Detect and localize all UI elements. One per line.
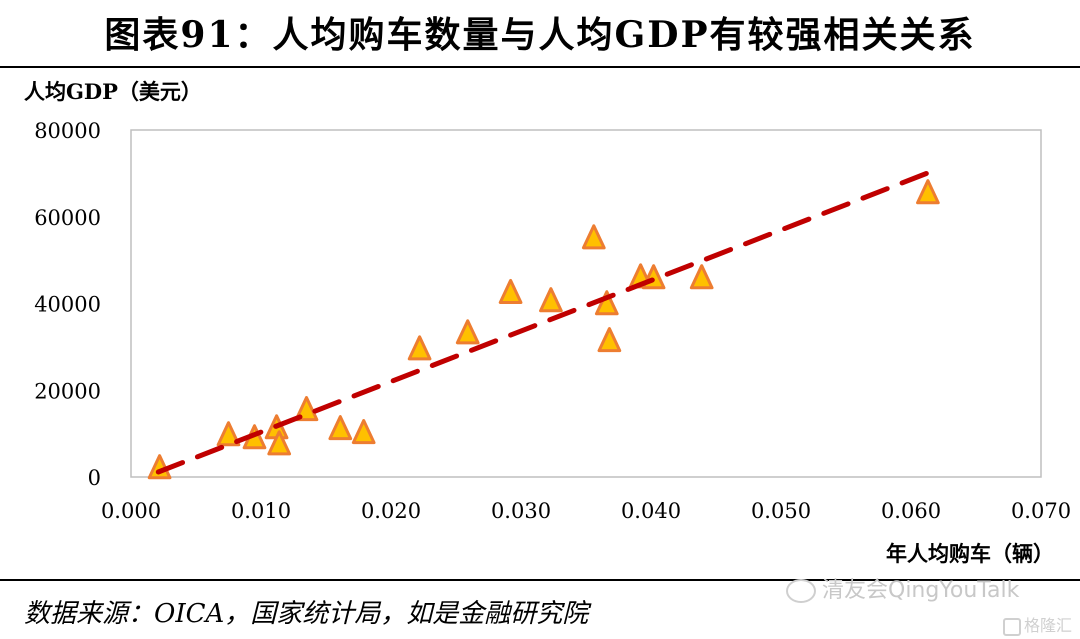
data-point-triangle xyxy=(351,419,376,445)
y-axis-ticks: 0 20000 40000 60000 80000 xyxy=(34,119,101,490)
data-point-triangle xyxy=(267,430,292,456)
data-point-triangle xyxy=(455,319,480,345)
data-point-triangle xyxy=(498,278,523,304)
data-point-triangle xyxy=(916,179,940,205)
x-tick-label: 0.070 xyxy=(1011,499,1071,523)
x-axis-ticks: 0.000 0.010 0.020 0.030 0.040 0.050 0.060 0.070 xyxy=(101,499,1071,523)
x-tick-label: 0.030 xyxy=(491,499,551,523)
x-tick-label: 0.050 xyxy=(751,499,811,523)
x-tick-label: 0.060 xyxy=(881,499,941,523)
data-point-triangle xyxy=(597,327,622,353)
x-tick-label: 0.000 xyxy=(101,499,161,523)
y-tick-label: 40000 xyxy=(34,293,101,317)
data-point-triangle xyxy=(216,421,241,447)
source-divider xyxy=(0,579,1080,581)
y-axis-label: 人均GDP（美元） xyxy=(24,79,202,104)
x-tick-label: 0.020 xyxy=(361,499,421,523)
y-tick-label: 20000 xyxy=(34,379,101,403)
title-divider xyxy=(0,66,1080,68)
y-tick-label: 0 xyxy=(88,466,101,490)
data-point-triangle xyxy=(147,454,172,480)
data-point-triangle xyxy=(328,415,353,441)
data-source: 数据来源：OICA，国家统计局，如是金融研究院 xyxy=(24,599,589,629)
y-tick-label: 60000 xyxy=(34,206,101,230)
trendline xyxy=(155,170,930,475)
data-point-triangle xyxy=(689,264,714,290)
wechat-watermark: 清友会QingYouTalk xyxy=(786,572,1019,604)
data-point-triangle xyxy=(407,335,432,361)
chart-title: 图表91：人均购车数量与人均GDP有较强相关关系 xyxy=(104,14,976,56)
y-tick-label: 80000 xyxy=(34,119,101,143)
data-points xyxy=(147,179,940,480)
gelonghui-watermark: 格隆汇 xyxy=(1002,612,1072,636)
gelonghui-watermark-text: 格隆汇 xyxy=(1023,616,1072,635)
x-tick-label: 0.040 xyxy=(621,499,681,523)
wechat-watermark-text: 清友会QingYouTalk xyxy=(822,578,1020,603)
data-point-triangle xyxy=(581,224,606,250)
x-axis-label: 年人均购车（辆） xyxy=(886,541,1054,566)
data-point-triangle xyxy=(294,396,319,422)
gelonghui-logo-icon xyxy=(1002,617,1021,636)
data-point-triangle xyxy=(594,290,619,316)
wechat-icon xyxy=(786,579,816,603)
data-point-triangle xyxy=(539,287,563,313)
x-tick-label: 0.010 xyxy=(231,499,291,523)
